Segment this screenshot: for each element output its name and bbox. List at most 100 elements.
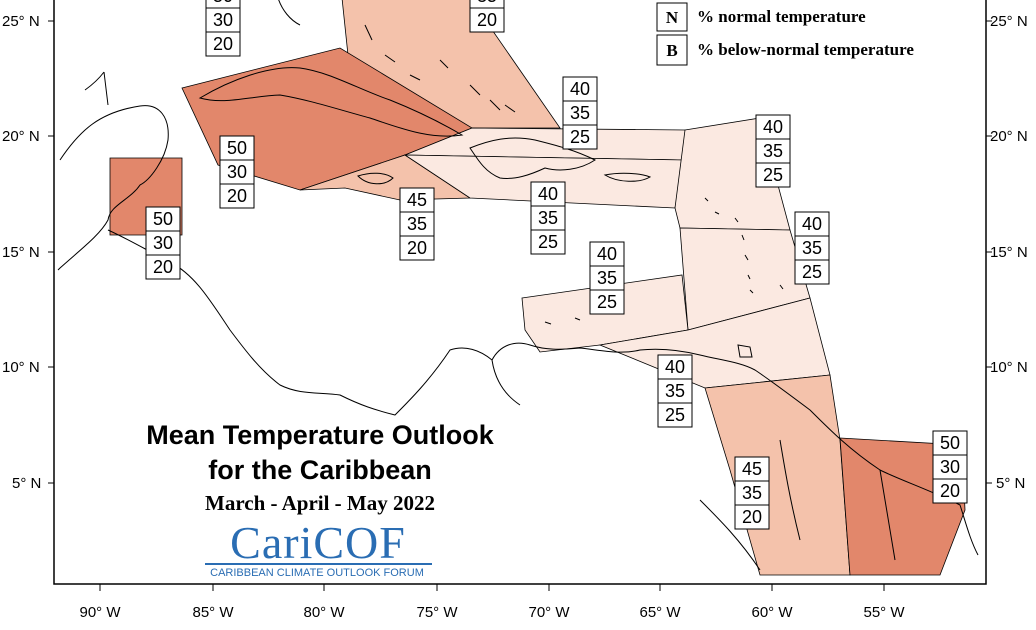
probability-value: 20	[742, 507, 762, 527]
legend-key-n: N	[666, 8, 679, 27]
legend-key-b: B	[666, 41, 677, 60]
legend-key-n-box	[656, 2, 688, 32]
probability-value: 45	[742, 459, 762, 479]
lon-labels: 90° W 85° W 80° W 75° W 70° W 65° W 60° …	[79, 604, 905, 621]
probability-cell	[145, 254, 181, 280]
lat-label: 5° N	[996, 475, 1025, 492]
probability-box-suriname: 50 30 20	[932, 430, 968, 504]
probability-value: 20	[407, 238, 427, 258]
probability-value: 40	[763, 117, 783, 137]
probability-box-guyana: 45 35 20	[734, 456, 770, 530]
probability-cell	[530, 229, 566, 255]
probability-value: 25	[570, 127, 590, 147]
probability-value: 45	[407, 190, 427, 210]
probability-cell	[794, 235, 830, 261]
probability-cell	[469, 7, 505, 33]
probability-cell	[205, 7, 241, 33]
probability-value: 50	[940, 433, 960, 453]
probability-value: 25	[538, 232, 558, 252]
probability-box-abc: 40 35 25	[589, 241, 625, 315]
lat-label: 25° N	[2, 13, 40, 30]
probability-box-leeward: 40 35 25	[755, 114, 791, 188]
lon-label: 75° W	[416, 604, 458, 621]
probability-value: 20	[940, 481, 960, 501]
probability-value: 40	[538, 184, 558, 204]
lon-label: 55° W	[863, 604, 905, 621]
probability-box-hispaniola-s: 40 35 25	[530, 181, 566, 255]
probability-cell	[932, 478, 968, 504]
probability-value: 30	[940, 457, 960, 477]
map-title-line1: Mean Temperature Outlook	[146, 420, 495, 450]
probability-box-windward: 40 35 25	[794, 211, 830, 285]
probability-cell	[219, 135, 255, 161]
probability-value: 40	[597, 244, 617, 264]
probability-cell	[657, 402, 693, 428]
probability-value: 35	[477, 0, 497, 6]
probability-cell	[589, 265, 625, 291]
lat-label: 20° N	[990, 128, 1028, 145]
probability-cell	[794, 211, 830, 237]
probability-box-trinidad: 40 35 25	[657, 354, 693, 428]
lon-label: 65° W	[639, 604, 681, 621]
caricof-logo: CariCOF	[230, 517, 406, 568]
probability-value: 50	[213, 0, 233, 6]
probability-cell	[145, 206, 181, 232]
probability-value: 35	[538, 208, 558, 228]
probability-cell	[562, 124, 598, 150]
probability-value: 50	[153, 209, 173, 229]
probability-cell	[932, 454, 968, 480]
probability-value: 40	[802, 214, 822, 234]
probability-value: 35	[802, 238, 822, 258]
lon-label: 60° W	[751, 604, 793, 621]
probability-value: 35	[597, 268, 617, 288]
caricof-logo-subtitle: CARIBBEAN CLIMATE OUTLOOK FORUM	[210, 567, 424, 579]
lat-label: 10° N	[990, 359, 1028, 376]
probability-value: 25	[665, 405, 685, 425]
probability-box-hispaniola-n: 40 35 25	[562, 76, 598, 150]
legend-label-b: % below-normal temperature	[697, 40, 914, 59]
probability-value: 40	[665, 357, 685, 377]
lat-label: 10° N	[2, 359, 40, 376]
probability-box-belize: 50 30 20	[145, 206, 181, 280]
map-title-line2: for the Caribbean	[208, 455, 432, 485]
probability-value: 30	[227, 162, 247, 182]
probability-cell	[219, 183, 255, 209]
lat-labels-right: 25° N 20° N 15° N 10° N 5° N	[990, 13, 1028, 492]
probability-cell	[399, 187, 435, 213]
map-period: March - April - May 2022	[205, 491, 435, 515]
probability-value: 50	[227, 138, 247, 158]
lat-label: 5° N	[12, 475, 41, 492]
probability-value: 25	[763, 165, 783, 185]
probability-cell	[657, 378, 693, 404]
probability-value: 30	[213, 10, 233, 30]
probability-value: 35	[407, 214, 427, 234]
probability-cell	[562, 76, 598, 102]
probability-cell	[734, 504, 770, 530]
probability-cell	[755, 162, 791, 188]
probability-box-cuba: 50 30 20	[219, 135, 255, 209]
probability-cell	[734, 480, 770, 506]
lon-label: 70° W	[528, 604, 570, 621]
probability-value: 20	[153, 257, 173, 277]
axis-ticks	[48, 20, 992, 591]
lat-label: 20° N	[2, 128, 40, 145]
probability-value: 35	[665, 381, 685, 401]
probability-value: 20	[477, 10, 497, 30]
title-block: Mean Temperature Outlook for the Caribbe…	[146, 420, 495, 579]
forecast-zones	[109, 0, 966, 576]
legend-key-b-box	[656, 34, 688, 66]
probability-cell	[755, 114, 791, 140]
probability-cell	[755, 138, 791, 164]
probability-value: 20	[213, 34, 233, 54]
probability-cell	[589, 241, 625, 267]
lat-label: 15° N	[2, 244, 40, 261]
probability-cell	[734, 456, 770, 482]
probability-value: 20	[227, 186, 247, 206]
probability-cell	[219, 159, 255, 185]
probability-value: 35	[763, 141, 783, 161]
coastlines	[57, 0, 979, 571]
lon-label: 80° W	[303, 604, 345, 621]
lat-labels-left: 25° N 20° N 15° N 10° N 5° N	[2, 13, 41, 492]
probability-value: 25	[597, 292, 617, 312]
